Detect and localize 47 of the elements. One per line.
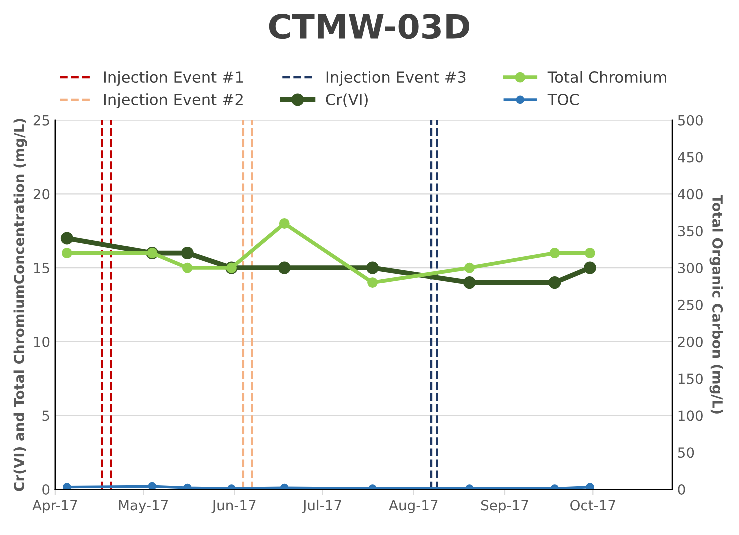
y2-tick-label: 200 [678,336,703,348]
point [550,248,560,258]
y-tick-label: 20 [34,189,50,200]
point [62,248,72,258]
point [182,262,193,274]
legend-label: Cr(VI) [326,94,368,108]
point [464,262,475,274]
chart-title: CTMW-03D [269,14,470,40]
y-axis-title: Cr(VI) and Total ChromiumConcentration (mg/L) [14,119,28,492]
x-tick-label: Jun-17 [212,500,256,514]
legend-label: Injection Event #1 [104,71,244,86]
y2-tick-label: 250 [678,300,703,310]
x-tick-label: May-17 [119,500,168,514]
point [368,278,378,288]
y2-tick-label: 300 [678,263,703,274]
x-tick-label: Oct-17 [570,500,616,511]
legend-label: Injection Event #2 [104,94,243,108]
y-tick-label: 10 [34,336,50,348]
y-tick-label: 5 [42,410,50,422]
point [60,232,74,245]
point [585,248,596,258]
y-tick-label: 0 [42,484,50,495]
y2-tick-label: 100 [678,410,703,422]
x-tick-label: Sep-17 [481,500,528,514]
point [181,247,194,260]
point [548,276,562,290]
point [279,218,290,229]
y2-tick-label: 350 [678,226,703,237]
y2-tick-label: 450 [678,152,703,163]
y2-tick-label: 400 [678,189,703,200]
y2-axis-title: Total Organic Carbon (mg/L) [710,194,724,414]
point [463,276,476,290]
y2-tick-label: 50 [678,448,694,458]
legend-label: TOC [548,94,580,106]
legend-label: Injection Event #3 [326,71,466,86]
x-tick-label: Aug-17 [389,500,438,514]
x-tick-label: Apr-17 [32,500,78,514]
point [366,262,380,274]
y-tick-label: 25 [34,115,50,126]
y-tick-label: 15 [34,263,50,274]
y2-tick-label: 150 [678,374,703,384]
x-tick-label: Jul-17 [302,500,342,514]
point [584,262,596,274]
y2-tick-label: 500 [678,115,703,126]
y2-tick-label: 0 [678,484,686,495]
point [278,262,291,274]
legend-label: Total Chromium [548,71,666,84]
